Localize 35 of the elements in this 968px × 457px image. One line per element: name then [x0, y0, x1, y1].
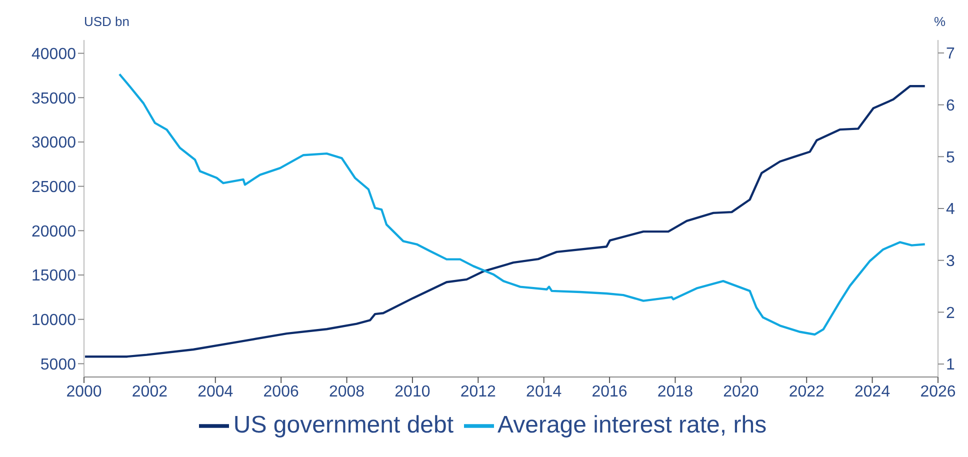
- x-tick-label: 2000: [66, 383, 102, 400]
- y2-tick-label: 2: [946, 304, 955, 322]
- x-tick-label: 2008: [328, 383, 365, 400]
- y2-tick-label: 4: [946, 201, 955, 218]
- line-series: [118, 73, 926, 336]
- y-tick-label: 5000: [40, 356, 76, 374]
- x-tick-label: 2016: [592, 383, 628, 400]
- x-tick-label: 2020: [723, 383, 759, 400]
- y-tick-label: 40000: [32, 46, 76, 63]
- y-tick-label: 15000: [32, 268, 76, 285]
- y-tick-label: 35000: [32, 90, 76, 108]
- x-tick-label: 2026: [920, 383, 956, 400]
- line-series: [84, 85, 926, 358]
- x-tick-label: 2022: [788, 383, 825, 400]
- x-tick-label: 2024: [854, 383, 890, 400]
- y2-tick-label: 7: [946, 46, 955, 63]
- y2-tick-label: 6: [946, 97, 955, 114]
- legend-label: Average interest rate, rhs: [498, 411, 767, 438]
- x-tick-label: 2004: [198, 383, 234, 400]
- legend-label: US government debt: [233, 411, 454, 438]
- y-tick-label: 20000: [32, 223, 76, 240]
- x-tick-label: 2014: [526, 383, 562, 400]
- x-tick-label: 2018: [657, 383, 694, 400]
- y2-tick-label: 3: [946, 253, 955, 270]
- x-tick-label: 2010: [394, 383, 430, 400]
- y-tick-label: 25000: [32, 179, 76, 196]
- x-tick-label: 2012: [460, 383, 496, 400]
- y2-axis-title: %: [934, 14, 946, 29]
- y-tick-label: 30000: [32, 134, 76, 152]
- y2-tick-label: 5: [946, 149, 955, 166]
- y-tick-label: 10000: [32, 312, 76, 330]
- y2-tick-label: 1: [946, 356, 955, 374]
- y-axis-title: USD bn: [84, 14, 130, 29]
- x-tick-label: 2006: [263, 383, 299, 400]
- x-tick-label: 2002: [132, 383, 168, 400]
